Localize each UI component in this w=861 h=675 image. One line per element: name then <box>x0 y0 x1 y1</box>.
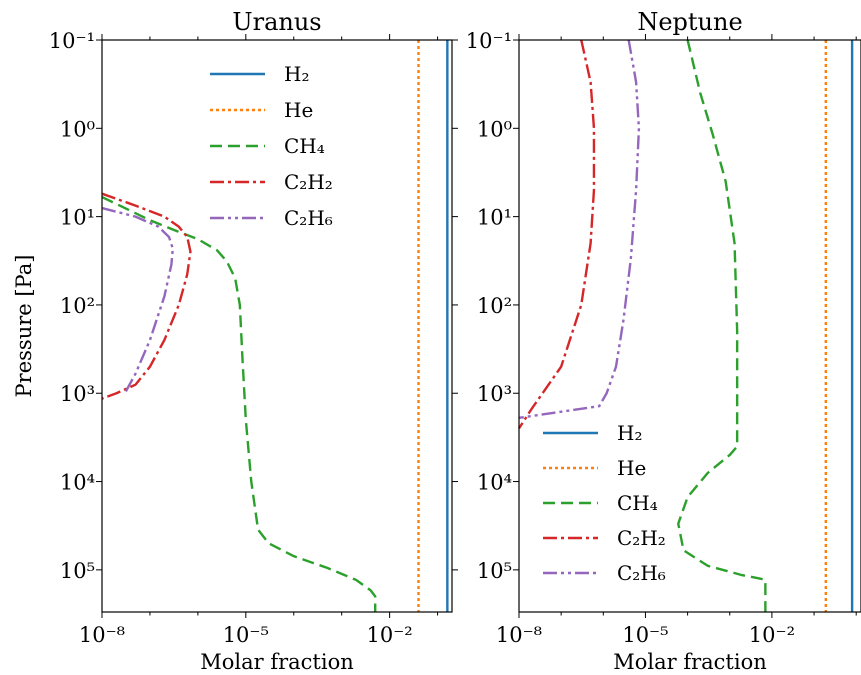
uranus-plot-frame <box>101 39 453 613</box>
uranus-y-tick-label: 10² <box>60 294 95 318</box>
neptune-y-tick-label: 10⁴ <box>477 471 512 495</box>
uranus-x-tick-label: 10⁻² <box>367 623 413 647</box>
neptune-plot-frame <box>518 39 861 613</box>
neptune-legend-label-ch4: CH₄ <box>617 491 658 515</box>
neptune-y-tick-label: 10⁵ <box>477 559 512 583</box>
uranus-title: Uranus <box>232 8 321 36</box>
uranus-legend-label-c2h2: C₂H₂ <box>284 170 333 194</box>
neptune-y-tick-label: 10¹ <box>477 206 512 230</box>
neptune-legend-label-c2h2: C₂H₂ <box>617 526 666 550</box>
uranus-legend-label-c2h6: C₂H₆ <box>284 206 333 230</box>
neptune-legend-label-he: He <box>617 456 646 480</box>
neptune-x-tick-label: 10⁻⁵ <box>622 623 668 647</box>
uranus-x-tick-label: 10⁻⁸ <box>79 623 125 647</box>
neptune-series-c2h2 <box>517 39 596 430</box>
neptune-x-tick-label: 10⁻⁸ <box>496 623 542 647</box>
neptune-title: Neptune <box>637 8 742 36</box>
uranus-y-axis-label: Pressure [Pa] <box>12 255 36 398</box>
uranus-panel: Uranus Pressure [Pa] Molar fraction 10⁻⁸… <box>12 8 458 674</box>
neptune-legend-label-c2h6: C₂H₆ <box>617 561 666 585</box>
uranus-legend-label-ch4: CH₄ <box>284 134 325 158</box>
neptune-y-tick-label: 10³ <box>477 382 512 406</box>
uranus-series-c2h2 <box>101 192 192 400</box>
uranus-y-tick-label: 10⁻¹ <box>49 29 95 53</box>
neptune-x-axis-label: Molar fraction <box>613 650 767 674</box>
uranus-x-axis-label: Molar fraction <box>200 650 354 674</box>
uranus-series-c2h6 <box>101 206 175 394</box>
uranus-y-tick-label: 10⁵ <box>60 559 95 583</box>
neptune-legend: H₂ He CH₄ C₂H₂ C₂H₆ <box>543 421 666 585</box>
neptune-series-c2h6 <box>518 39 641 420</box>
neptune-x-tick-label: 10⁻² <box>749 623 795 647</box>
neptune-series-ch4 <box>677 39 767 612</box>
uranus-legend: H₂ He CH₄ C₂H₂ C₂H₆ <box>210 62 333 230</box>
neptune-legend-label-h2: H₂ <box>617 421 642 445</box>
uranus-y-tick-label: 10⁰ <box>60 117 95 141</box>
uranus-y-tick-label: 10⁴ <box>60 471 95 495</box>
uranus-y-tick-label: 10¹ <box>60 206 95 230</box>
uranus-series-ch4 <box>101 195 377 612</box>
uranus-x-tick-label: 10⁻⁵ <box>223 623 269 647</box>
neptune-panel: Neptune Molar fraction 10⁻⁸ 10⁻⁵ 10⁻² 10⁻¹ 1… <box>466 8 861 674</box>
neptune-y-tick-label: 10⁻¹ <box>466 29 512 53</box>
uranus-legend-label-h2: H₂ <box>284 62 309 86</box>
uranus-legend-label-he: He <box>284 98 313 122</box>
uranus-y-tick-label: 10³ <box>60 382 95 406</box>
neptune-y-tick-label: 10² <box>477 294 512 318</box>
neptune-y-tick-label: 10⁰ <box>477 117 512 141</box>
